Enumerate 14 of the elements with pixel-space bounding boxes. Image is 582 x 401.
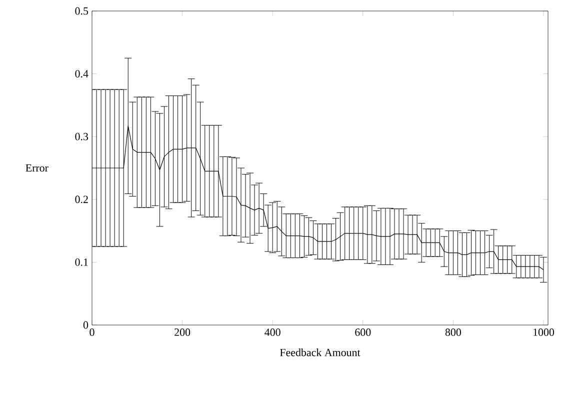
x-tick-label: 200 <box>174 328 190 336</box>
x-tick-label: 800 <box>445 328 461 336</box>
y-tick-label: 0.2 <box>75 196 88 204</box>
y-tick-label: 0.5 <box>75 7 88 15</box>
x-tick-label: 0 <box>90 328 94 336</box>
y-tick-label: 0.1 <box>75 258 88 266</box>
y-tick-label: 0.4 <box>75 70 88 78</box>
x-axis-title: Feedback Amount <box>280 348 360 356</box>
y-tick-label: 0.3 <box>75 132 88 140</box>
x-tick-label: 1000 <box>534 328 554 336</box>
y-tick-label: 0 <box>83 321 88 329</box>
x-tick-label: 400 <box>264 328 280 336</box>
y-axis-title: Error <box>26 164 48 172</box>
x-tick-label: 600 <box>355 328 371 336</box>
